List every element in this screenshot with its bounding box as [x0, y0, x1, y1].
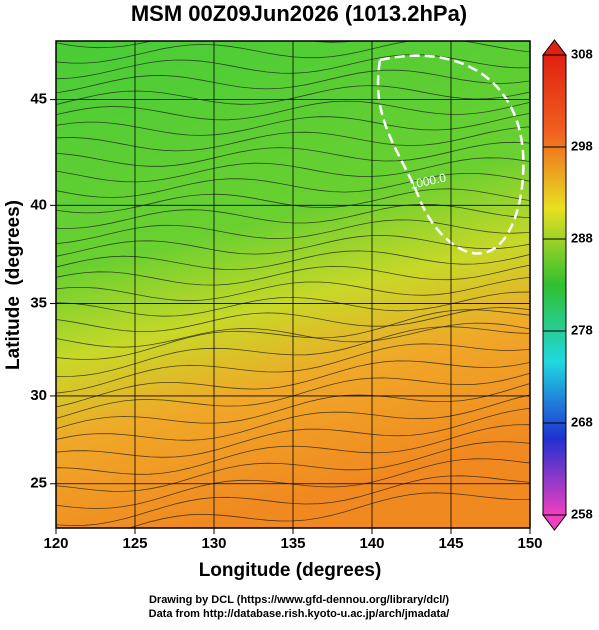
- streamline: [56, 173, 530, 198]
- streamline: [56, 394, 530, 441]
- streamline: [56, 126, 530, 152]
- streamline: [56, 54, 530, 80]
- streamline: [56, 360, 530, 408]
- streamline: [56, 157, 530, 183]
- colorbar: [542, 54, 567, 516]
- streamline: [56, 219, 530, 244]
- streamline: [127, 492, 530, 528]
- streamline: [56, 85, 530, 105]
- title: MSM 00Z09Jun2026 (1013.2hPa): [131, 1, 467, 26]
- streamline: [56, 407, 530, 458]
- footer-line: Data from http://database.rish.kyoto-u.a…: [149, 608, 450, 620]
- x-tick-label: 150: [517, 535, 542, 552]
- streamline: [56, 41, 359, 49]
- y-tick-label: 45: [30, 91, 47, 108]
- x-tick-label: 125: [122, 535, 147, 552]
- streamline: [56, 141, 530, 167]
- x-axis-label: Longitude (degrees): [199, 560, 382, 581]
- isobar: [376, 54, 525, 255]
- streamline: [56, 326, 530, 377]
- streamlines: [56, 41, 530, 528]
- streamline: [56, 276, 530, 302]
- streamline: [56, 41, 530, 64]
- colorbar-arrow: [541, 514, 568, 531]
- streamline: [56, 372, 530, 419]
- streamline: [56, 203, 530, 229]
- x-tick-label: 120: [43, 535, 68, 552]
- streamline: [56, 234, 530, 257]
- streamline: [56, 100, 530, 121]
- streamline: [56, 291, 530, 317]
- streamline: [56, 264, 530, 286]
- colorbar-arrow: [541, 39, 568, 56]
- plot-frame: [55, 40, 531, 529]
- streamline: [56, 250, 530, 271]
- streamline: [56, 343, 530, 394]
- footer-line: Drawing by DCL (https://www.gfd-dennou.o…: [149, 594, 449, 606]
- y-tick-label: 40: [30, 196, 47, 213]
- streamline: [56, 424, 530, 475]
- x-tick-label: 145: [438, 535, 463, 552]
- x-tick-label: 140: [359, 535, 384, 552]
- streamline: [56, 441, 530, 492]
- colorbar-tick-label: 298: [571, 138, 593, 153]
- colorbar-tick-label: 278: [571, 322, 593, 337]
- x-tick-label: 130: [201, 535, 226, 552]
- streamline: [56, 475, 530, 526]
- streamline: [56, 322, 530, 348]
- colorbar-tick-label: 258: [571, 506, 593, 521]
- colorbar-tick-label: 288: [571, 230, 593, 245]
- y-axis-label: Latitude (degrees): [3, 200, 24, 370]
- streamline: [56, 188, 530, 214]
- streamline: [56, 307, 530, 332]
- y-tick-label: 35: [30, 295, 47, 312]
- y-tick-label: 30: [30, 387, 47, 404]
- streamline: [56, 383, 530, 430]
- streamline: [56, 309, 530, 360]
- colorbar-tick-label: 308: [571, 46, 593, 61]
- x-tick-label: 135: [280, 535, 305, 552]
- y-tick-label: 25: [30, 475, 47, 492]
- streamline: [56, 69, 530, 94]
- streamline: [56, 113, 530, 136]
- streamline: [56, 458, 530, 509]
- colorbar-tick-label: 268: [571, 414, 593, 429]
